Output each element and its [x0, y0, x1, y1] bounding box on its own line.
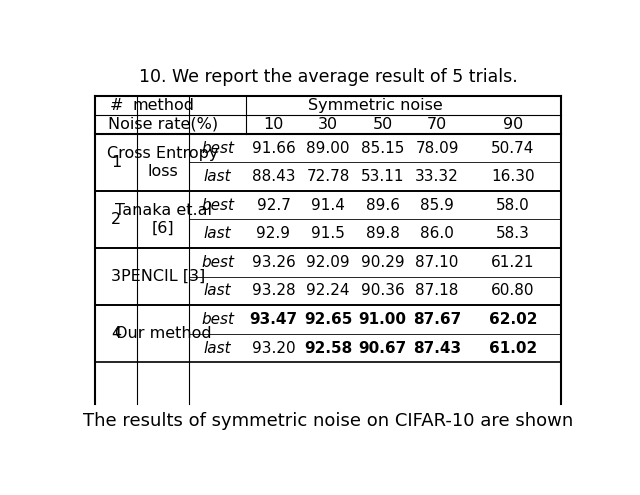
Text: 85.9: 85.9: [420, 198, 454, 213]
Text: 61.02: 61.02: [488, 341, 537, 355]
Text: 30: 30: [318, 117, 338, 132]
Text: best: best: [201, 141, 234, 155]
Text: 93.47: 93.47: [250, 312, 298, 327]
Text: best: best: [201, 198, 234, 213]
Text: 91.00: 91.00: [358, 312, 406, 327]
Text: 87.67: 87.67: [413, 312, 461, 327]
Text: last: last: [204, 169, 232, 184]
Text: Symmetric noise: Symmetric noise: [308, 98, 442, 113]
Text: last: last: [204, 284, 232, 298]
Text: 60.80: 60.80: [491, 284, 534, 298]
Text: The results of symmetric noise on CIFAR-10 are shown: The results of symmetric noise on CIFAR-…: [83, 412, 573, 431]
Text: 87.43: 87.43: [413, 341, 461, 355]
Text: 91.66: 91.66: [252, 141, 295, 155]
Text: 91.5: 91.5: [311, 226, 345, 241]
Text: 92.65: 92.65: [304, 312, 352, 327]
Text: 62.02: 62.02: [488, 312, 537, 327]
Text: 89.8: 89.8: [365, 226, 399, 241]
Text: 1: 1: [111, 155, 121, 170]
Text: best: best: [201, 312, 234, 327]
Text: 87.10: 87.10: [415, 255, 459, 270]
Text: 58.3: 58.3: [496, 226, 530, 241]
Text: best: best: [201, 255, 234, 270]
Text: 86.0: 86.0: [420, 226, 454, 241]
Text: 93.28: 93.28: [252, 284, 295, 298]
Text: 88.43: 88.43: [252, 169, 295, 184]
Text: 92.24: 92.24: [307, 284, 349, 298]
Text: 50.74: 50.74: [491, 141, 534, 155]
Text: 90.36: 90.36: [361, 284, 404, 298]
Text: Cross Entropy
loss: Cross Entropy loss: [108, 146, 219, 179]
Text: 90: 90: [502, 117, 523, 132]
Text: PENCIL [3]: PENCIL [3]: [121, 269, 205, 284]
Text: 72.78: 72.78: [307, 169, 349, 184]
Text: 92.09: 92.09: [306, 255, 350, 270]
Text: last: last: [204, 226, 232, 241]
Text: 50: 50: [372, 117, 393, 132]
Text: 92.7: 92.7: [257, 198, 291, 213]
Text: 61.21: 61.21: [491, 255, 534, 270]
Text: 53.11: 53.11: [361, 169, 404, 184]
Text: 33.32: 33.32: [415, 169, 459, 184]
Text: 92.58: 92.58: [304, 341, 352, 355]
Text: 90.29: 90.29: [361, 255, 404, 270]
Text: 10: 10: [263, 117, 284, 132]
Text: 87.18: 87.18: [415, 284, 459, 298]
Text: 89.00: 89.00: [307, 141, 349, 155]
Text: 85.15: 85.15: [361, 141, 404, 155]
Text: 4: 4: [111, 326, 121, 342]
Text: Noise rate(%): Noise rate(%): [108, 117, 218, 132]
Text: #: #: [109, 98, 123, 113]
Text: 93.20: 93.20: [252, 341, 295, 355]
Text: 58.0: 58.0: [496, 198, 530, 213]
Text: Tanaka et.al
[6]: Tanaka et.al [6]: [115, 203, 212, 236]
Text: Our method: Our method: [115, 326, 211, 342]
Text: 16.30: 16.30: [491, 169, 534, 184]
Text: last: last: [204, 341, 232, 355]
Text: 90.67: 90.67: [358, 341, 406, 355]
Text: 3: 3: [111, 269, 121, 284]
Text: 89.6: 89.6: [365, 198, 399, 213]
Text: 93.26: 93.26: [252, 255, 295, 270]
Text: 2: 2: [111, 212, 121, 227]
Text: 91.4: 91.4: [311, 198, 345, 213]
Text: 70: 70: [427, 117, 447, 132]
Text: 92.9: 92.9: [257, 226, 291, 241]
Text: method: method: [132, 98, 194, 113]
Text: 78.09: 78.09: [415, 141, 459, 155]
Text: 10. We report the average result of 5 trials.: 10. We report the average result of 5 tr…: [139, 67, 517, 86]
